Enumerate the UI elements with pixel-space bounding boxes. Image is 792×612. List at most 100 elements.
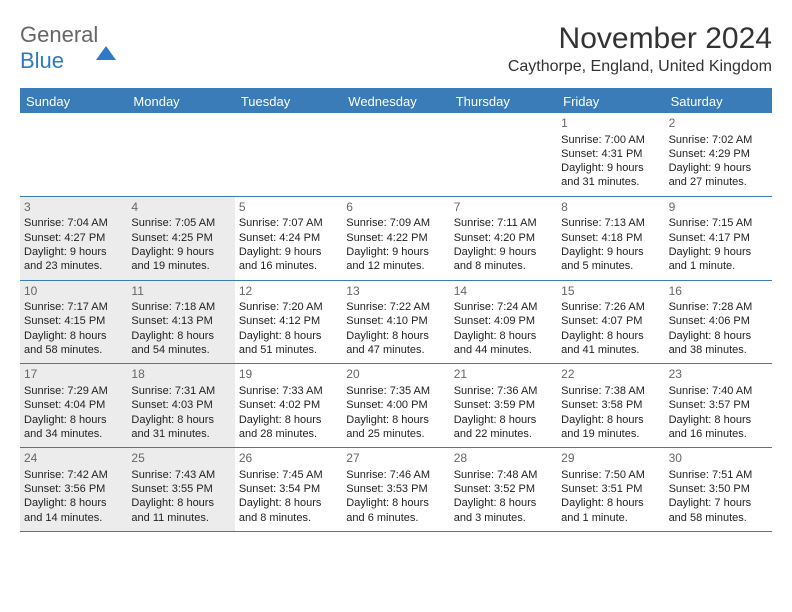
day-number: 22 (561, 367, 660, 383)
day-cell: 15Sunrise: 7:26 AMSunset: 4:07 PMDayligh… (557, 281, 664, 364)
day-day1: Daylight: 8 hours (669, 413, 768, 427)
logo-text-block: General Blue (20, 22, 116, 74)
day-sunrise: Sunrise: 7:40 AM (669, 384, 768, 398)
day-number: 23 (669, 367, 768, 383)
day-day2: and 28 minutes. (239, 427, 338, 441)
day-day1: Daylight: 8 hours (454, 496, 553, 510)
day-sunrise: Sunrise: 7:35 AM (346, 384, 445, 398)
week-row: 3Sunrise: 7:04 AMSunset: 4:27 PMDaylight… (20, 197, 772, 281)
day-sunset: Sunset: 3:50 PM (669, 482, 768, 496)
day-sunrise: Sunrise: 7:22 AM (346, 300, 445, 314)
day-sunrise: Sunrise: 7:02 AM (669, 133, 768, 147)
day-day1: Daylight: 8 hours (239, 496, 338, 510)
day-day2: and 51 minutes. (239, 343, 338, 357)
day-number: 5 (239, 200, 338, 216)
day-sunrise: Sunrise: 7:31 AM (131, 384, 230, 398)
day-sunset: Sunset: 4:15 PM (24, 314, 123, 328)
day-day1: Daylight: 9 hours (131, 245, 230, 259)
dow-sunday: Sunday (20, 90, 127, 113)
day-day1: Daylight: 8 hours (239, 329, 338, 343)
week-row: 1Sunrise: 7:00 AMSunset: 4:31 PMDaylight… (20, 113, 772, 197)
day-day2: and 23 minutes. (24, 259, 123, 273)
day-sunset: Sunset: 3:54 PM (239, 482, 338, 496)
title-block: November 2024 Caythorpe, England, United… (508, 22, 772, 76)
day-sunrise: Sunrise: 7:48 AM (454, 468, 553, 482)
day-day2: and 44 minutes. (454, 343, 553, 357)
day-sunrise: Sunrise: 7:13 AM (561, 216, 660, 230)
month-title: November 2024 (508, 22, 772, 56)
day-number: 15 (561, 284, 660, 300)
day-sunrise: Sunrise: 7:42 AM (24, 468, 123, 482)
day-number: 25 (131, 451, 230, 467)
day-sunrise: Sunrise: 7:09 AM (346, 216, 445, 230)
day-cell: 27Sunrise: 7:46 AMSunset: 3:53 PMDayligh… (342, 448, 449, 531)
day-cell: 7Sunrise: 7:11 AMSunset: 4:20 PMDaylight… (450, 197, 557, 280)
day-number: 13 (346, 284, 445, 300)
day-cell: 10Sunrise: 7:17 AMSunset: 4:15 PMDayligh… (20, 281, 127, 364)
day-day1: Daylight: 9 hours (561, 245, 660, 259)
day-cell: 12Sunrise: 7:20 AMSunset: 4:12 PMDayligh… (235, 281, 342, 364)
weeks-container: 1Sunrise: 7:00 AMSunset: 4:31 PMDaylight… (20, 113, 772, 532)
day-day1: Daylight: 8 hours (346, 329, 445, 343)
day-sunrise: Sunrise: 7:18 AM (131, 300, 230, 314)
day-day1: Daylight: 8 hours (346, 413, 445, 427)
day-sunset: Sunset: 4:02 PM (239, 398, 338, 412)
day-sunrise: Sunrise: 7:28 AM (669, 300, 768, 314)
day-sunset: Sunset: 4:18 PM (561, 231, 660, 245)
day-number: 21 (454, 367, 553, 383)
day-day2: and 38 minutes. (669, 343, 768, 357)
day-sunrise: Sunrise: 7:36 AM (454, 384, 553, 398)
day-cell: 6Sunrise: 7:09 AMSunset: 4:22 PMDaylight… (342, 197, 449, 280)
day-day2: and 54 minutes. (131, 343, 230, 357)
day-cell: 26Sunrise: 7:45 AMSunset: 3:54 PMDayligh… (235, 448, 342, 531)
dow-wednesday: Wednesday (342, 90, 449, 113)
day-sunrise: Sunrise: 7:26 AM (561, 300, 660, 314)
logo-line2: Blue (20, 48, 64, 73)
day-sunset: Sunset: 4:29 PM (669, 147, 768, 161)
day-cell (235, 113, 342, 196)
day-day1: Daylight: 8 hours (24, 413, 123, 427)
day-day1: Daylight: 8 hours (669, 329, 768, 343)
day-cell: 30Sunrise: 7:51 AMSunset: 3:50 PMDayligh… (665, 448, 772, 531)
calendar: Sunday Monday Tuesday Wednesday Thursday… (20, 88, 772, 532)
day-sunset: Sunset: 4:25 PM (131, 231, 230, 245)
day-day2: and 11 minutes. (131, 511, 230, 525)
day-cell: 19Sunrise: 7:33 AMSunset: 4:02 PMDayligh… (235, 364, 342, 447)
day-sunset: Sunset: 4:17 PM (669, 231, 768, 245)
day-sunrise: Sunrise: 7:29 AM (24, 384, 123, 398)
day-sunset: Sunset: 4:00 PM (346, 398, 445, 412)
day-cell: 18Sunrise: 7:31 AMSunset: 4:03 PMDayligh… (127, 364, 234, 447)
day-sunset: Sunset: 3:58 PM (561, 398, 660, 412)
day-sunrise: Sunrise: 7:43 AM (131, 468, 230, 482)
day-sunset: Sunset: 4:03 PM (131, 398, 230, 412)
day-day1: Daylight: 8 hours (561, 329, 660, 343)
day-day1: Daylight: 9 hours (239, 245, 338, 259)
day-sunrise: Sunrise: 7:11 AM (454, 216, 553, 230)
day-day1: Daylight: 8 hours (454, 413, 553, 427)
day-day1: Daylight: 7 hours (669, 496, 768, 510)
dow-friday: Friday (557, 90, 664, 113)
day-day1: Daylight: 8 hours (24, 329, 123, 343)
day-cell: 9Sunrise: 7:15 AMSunset: 4:17 PMDaylight… (665, 197, 772, 280)
day-cell (450, 113, 557, 196)
day-number: 2 (669, 116, 768, 132)
day-day2: and 22 minutes. (454, 427, 553, 441)
week-row: 24Sunrise: 7:42 AMSunset: 3:56 PMDayligh… (20, 448, 772, 532)
day-sunset: Sunset: 4:20 PM (454, 231, 553, 245)
day-day2: and 16 minutes. (239, 259, 338, 273)
day-sunrise: Sunrise: 7:46 AM (346, 468, 445, 482)
day-number: 1 (561, 116, 660, 132)
day-day2: and 12 minutes. (346, 259, 445, 273)
day-cell: 5Sunrise: 7:07 AMSunset: 4:24 PMDaylight… (235, 197, 342, 280)
day-sunset: Sunset: 4:13 PM (131, 314, 230, 328)
dow-saturday: Saturday (665, 90, 772, 113)
day-day2: and 41 minutes. (561, 343, 660, 357)
day-sunset: Sunset: 4:09 PM (454, 314, 553, 328)
day-number: 30 (669, 451, 768, 467)
day-day1: Daylight: 9 hours (454, 245, 553, 259)
day-day1: Daylight: 8 hours (454, 329, 553, 343)
location: Caythorpe, England, United Kingdom (508, 58, 772, 76)
day-cell: 20Sunrise: 7:35 AMSunset: 4:00 PMDayligh… (342, 364, 449, 447)
day-day2: and 3 minutes. (454, 511, 553, 525)
day-day2: and 47 minutes. (346, 343, 445, 357)
